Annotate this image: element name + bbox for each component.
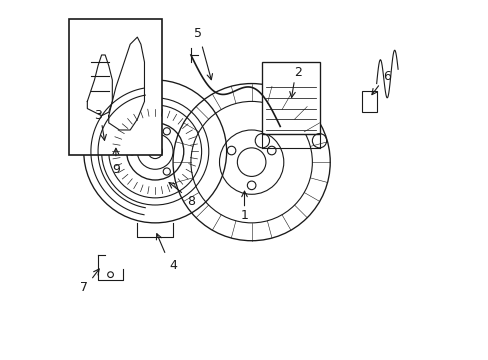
Bar [69, 19, 162, 155]
Text: 8: 8 [186, 195, 195, 208]
Text: 2: 2 [294, 66, 302, 79]
Text: 6: 6 [383, 70, 390, 83]
Bar [362, 91, 376, 112]
Text: 7: 7 [80, 281, 87, 294]
Text: 1: 1 [240, 209, 248, 222]
FancyBboxPatch shape [262, 62, 319, 134]
Text: 9: 9 [112, 163, 120, 176]
Text: 3: 3 [94, 109, 102, 122]
Text: 5: 5 [194, 27, 202, 40]
Text: 4: 4 [169, 259, 177, 272]
